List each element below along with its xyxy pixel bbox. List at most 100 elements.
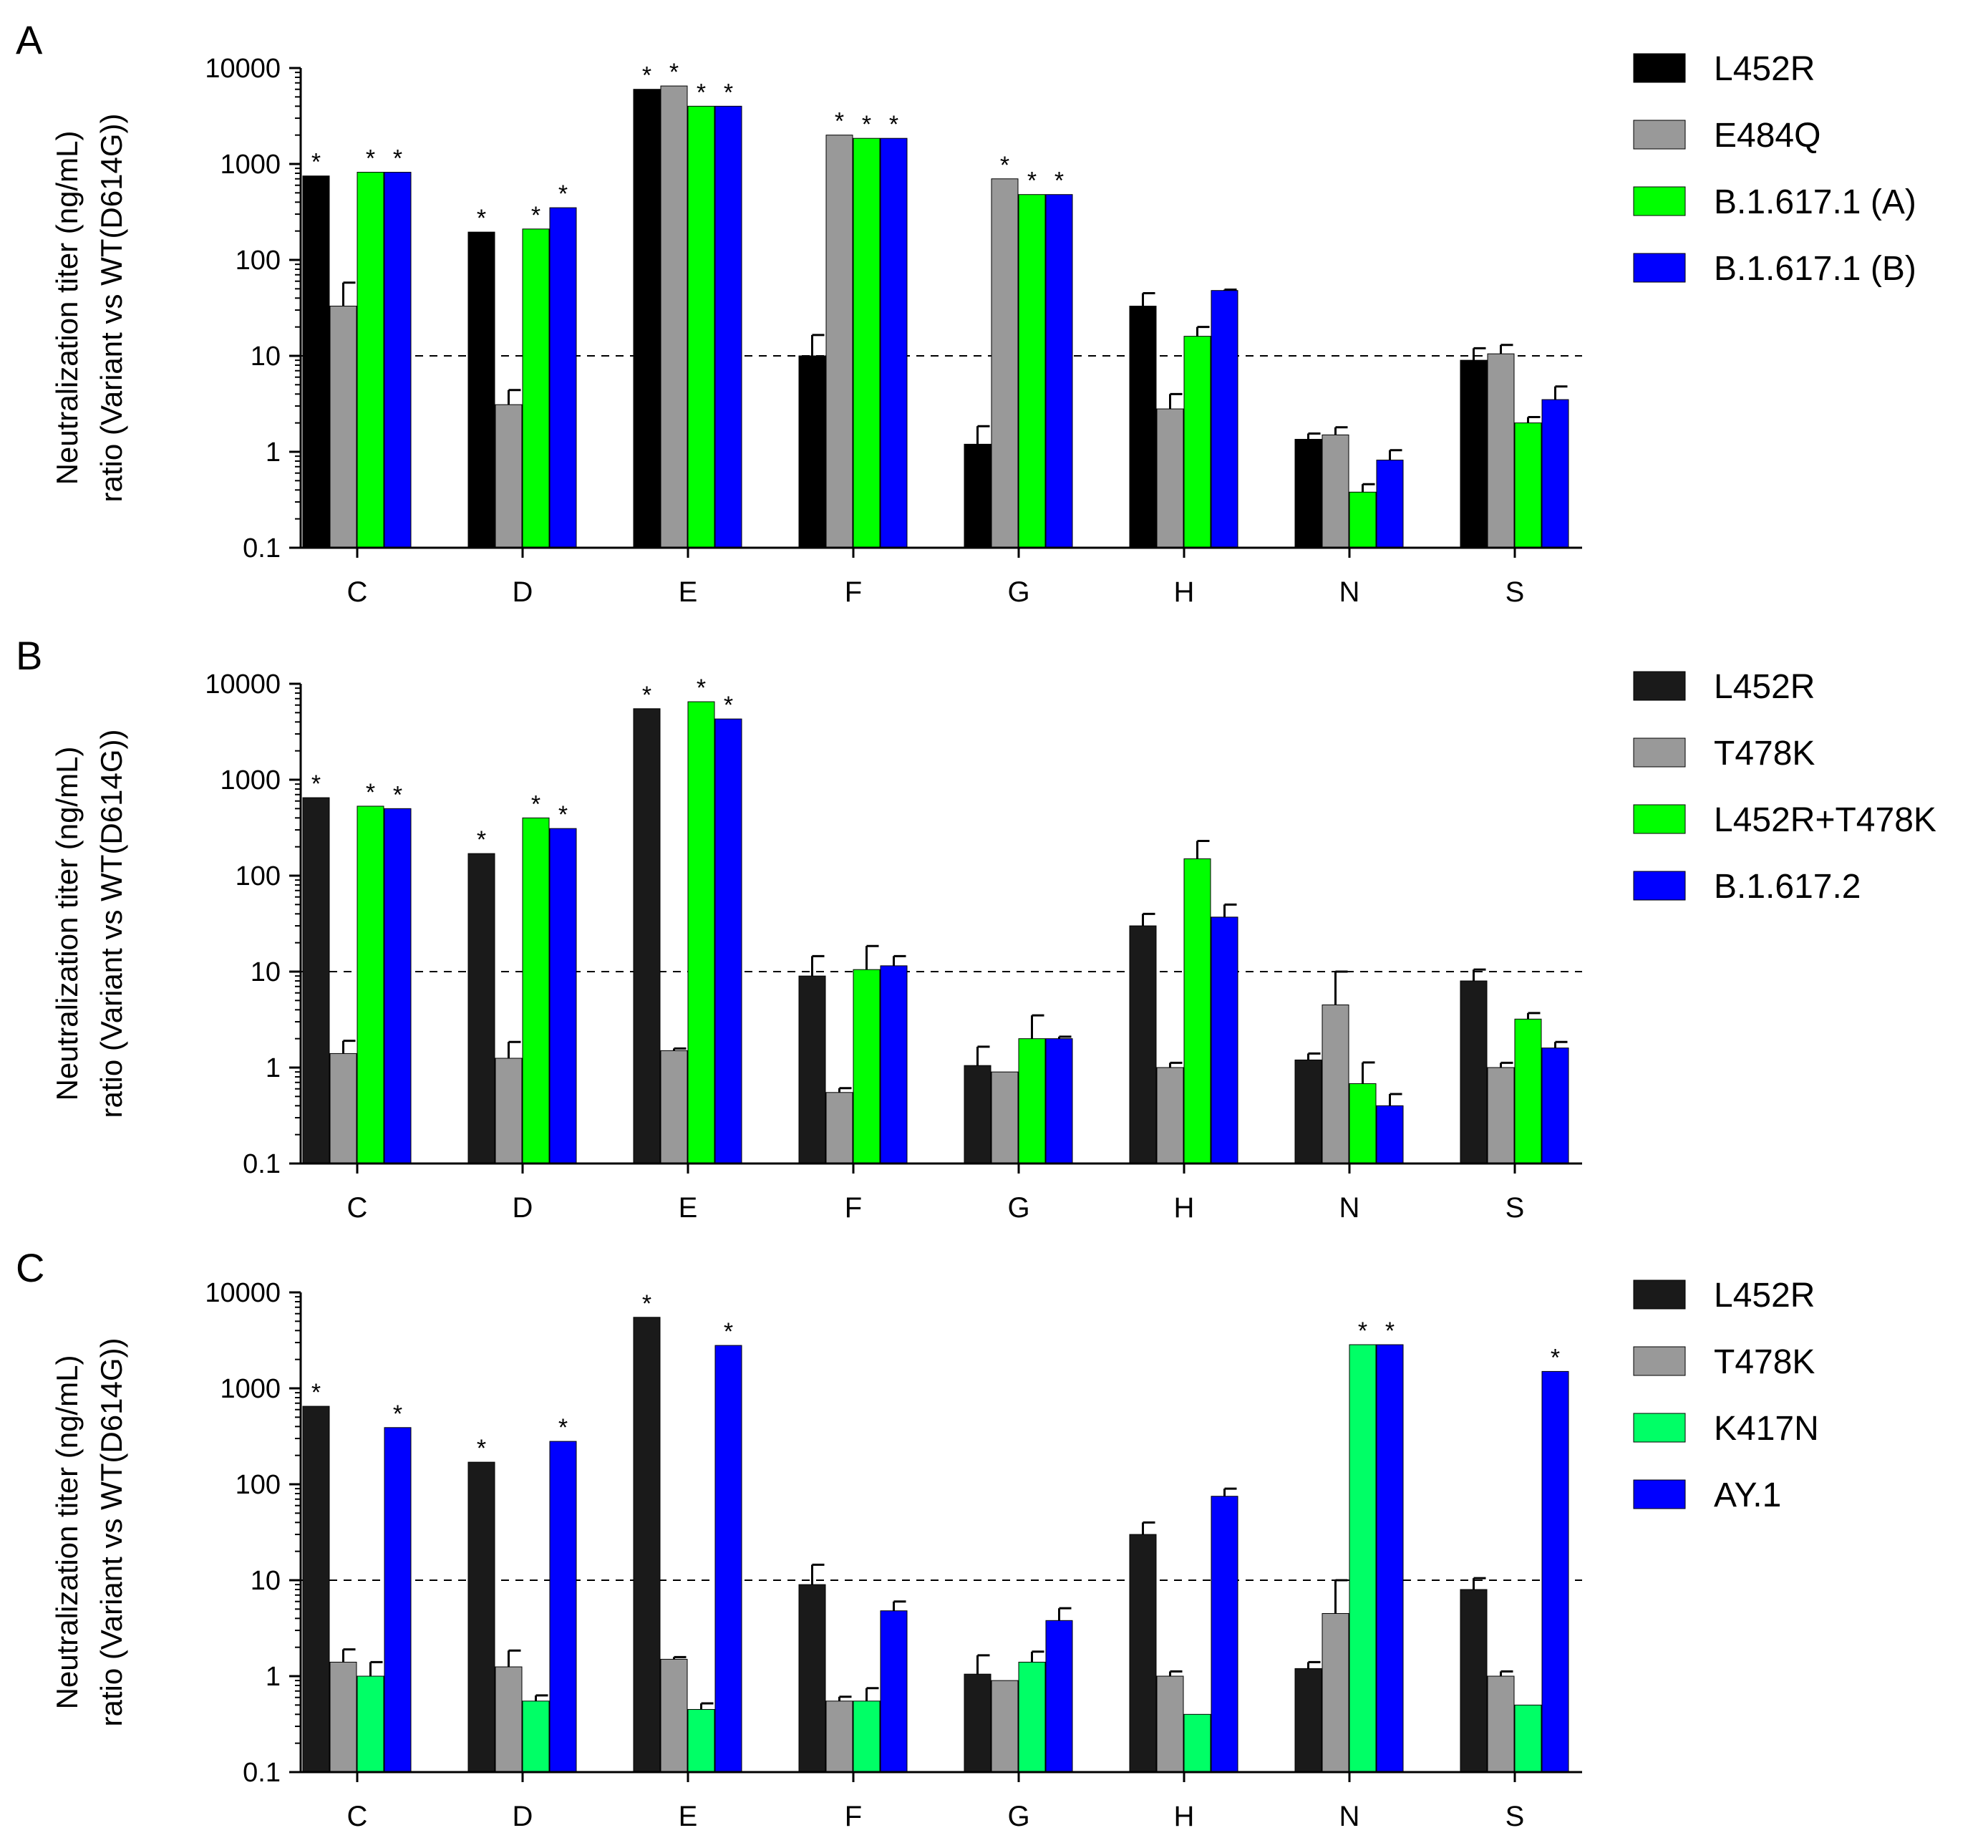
bar <box>1460 980 1488 1164</box>
significance-star: * <box>477 826 486 853</box>
legend-label: B.1.617.1 (B) <box>1714 250 1916 288</box>
x-tick-label: C <box>347 1192 368 1224</box>
bar <box>1541 399 1569 548</box>
significance-star: * <box>311 770 321 798</box>
bar <box>384 172 412 548</box>
bar <box>549 1441 577 1773</box>
bar <box>302 1406 330 1773</box>
bar <box>1349 491 1377 548</box>
x-tick-label: F <box>845 576 862 608</box>
legend-label: T478K <box>1714 1343 1815 1381</box>
bar <box>1129 306 1157 548</box>
bar <box>964 1065 991 1164</box>
y-tick-label: 0.1 <box>243 533 281 563</box>
bar <box>825 1092 853 1164</box>
bar <box>467 1461 495 1773</box>
bar <box>1018 1038 1046 1164</box>
bar <box>991 1680 1019 1773</box>
bar <box>687 701 715 1164</box>
legend-swatch <box>1633 1346 1686 1376</box>
legend-swatch <box>1633 1279 1686 1310</box>
bar <box>1322 434 1349 548</box>
x-tick-label: H <box>1174 576 1195 608</box>
legend-label: AY.1 <box>1714 1476 1781 1514</box>
legend-swatch <box>1633 120 1686 150</box>
bar <box>522 228 550 548</box>
x-tick-label: D <box>513 1192 533 1224</box>
bar <box>1349 1344 1377 1773</box>
bar <box>1487 353 1515 548</box>
legend-swatch <box>1633 671 1686 701</box>
legend-swatch <box>1633 186 1686 216</box>
y-tick-label: 1000 <box>220 1374 281 1404</box>
significance-star: * <box>366 145 375 173</box>
bar <box>329 306 357 548</box>
y-tick-label: 10 <box>251 342 281 372</box>
bar <box>357 172 384 548</box>
bar <box>687 105 715 548</box>
y-axis-label: Neutralization titer (ng/mL) <box>50 747 84 1101</box>
significance-star: * <box>1027 168 1037 195</box>
bar <box>1487 1675 1515 1773</box>
bar <box>1322 1004 1349 1164</box>
y-tick-label: 100 <box>236 246 281 276</box>
significance-star: * <box>697 79 706 106</box>
legend-label: K417N <box>1714 1410 1819 1448</box>
x-tick-label: E <box>679 1801 698 1832</box>
y-axis-label: ratio (Variant vs WT(D614G)) <box>94 114 128 503</box>
y-tick-label: 100 <box>236 861 281 891</box>
bar <box>549 828 577 1164</box>
bar <box>549 207 577 548</box>
legend-label: T478K <box>1714 735 1815 773</box>
significance-star: * <box>1000 152 1009 179</box>
bar <box>1514 422 1542 548</box>
bar <box>329 1661 357 1773</box>
bar <box>798 975 826 1164</box>
bar <box>1487 1067 1515 1164</box>
legend-swatch <box>1633 1479 1686 1509</box>
bar <box>1322 1612 1349 1773</box>
bar <box>495 404 523 548</box>
bar <box>853 137 881 548</box>
bar <box>633 89 661 548</box>
panel-a: A Neutralization titer (ng/mL) ratio (Vari… <box>16 17 1916 608</box>
bar <box>1018 1661 1046 1773</box>
significance-star: * <box>835 108 844 135</box>
bar <box>964 443 991 548</box>
y-tick-label: 10000 <box>205 1278 281 1308</box>
legend-label: B.1.617.2 <box>1714 868 1861 906</box>
legend-label: L452R <box>1714 50 1815 88</box>
bar <box>1294 1059 1322 1164</box>
y-tick-label: 100 <box>236 1470 281 1500</box>
bar <box>384 808 412 1164</box>
y-tick-label: 1 <box>266 437 281 468</box>
bar <box>1183 858 1211 1164</box>
significance-star: * <box>642 62 651 90</box>
bar <box>1211 290 1238 548</box>
legend-swatch <box>1633 1413 1686 1443</box>
bar <box>1211 1496 1238 1773</box>
x-tick-label: H <box>1174 1192 1195 1224</box>
bar <box>825 135 853 548</box>
significance-star: * <box>724 692 733 719</box>
bar <box>384 1427 412 1773</box>
x-tick-label: D <box>513 1801 533 1832</box>
bar <box>1376 1344 1404 1773</box>
panel-letter: A <box>16 17 43 62</box>
significance-star: * <box>477 1435 486 1462</box>
bar <box>1156 1067 1184 1164</box>
bar <box>357 1675 384 1773</box>
legend-label: E484Q <box>1714 117 1820 155</box>
x-tick-label: G <box>1007 1192 1029 1224</box>
bar <box>1129 925 1157 1164</box>
x-tick-label: N <box>1339 1801 1360 1832</box>
legend-swatch <box>1633 53 1686 83</box>
significance-star: * <box>1358 1317 1367 1345</box>
x-tick-label: E <box>679 576 698 608</box>
bar <box>329 1053 357 1164</box>
bar <box>660 85 688 548</box>
bar <box>495 1058 523 1164</box>
bar <box>714 718 742 1164</box>
y-tick-label: 0.1 <box>243 1149 281 1179</box>
y-axis-label: ratio (Variant vs WT(D614G)) <box>94 730 128 1118</box>
